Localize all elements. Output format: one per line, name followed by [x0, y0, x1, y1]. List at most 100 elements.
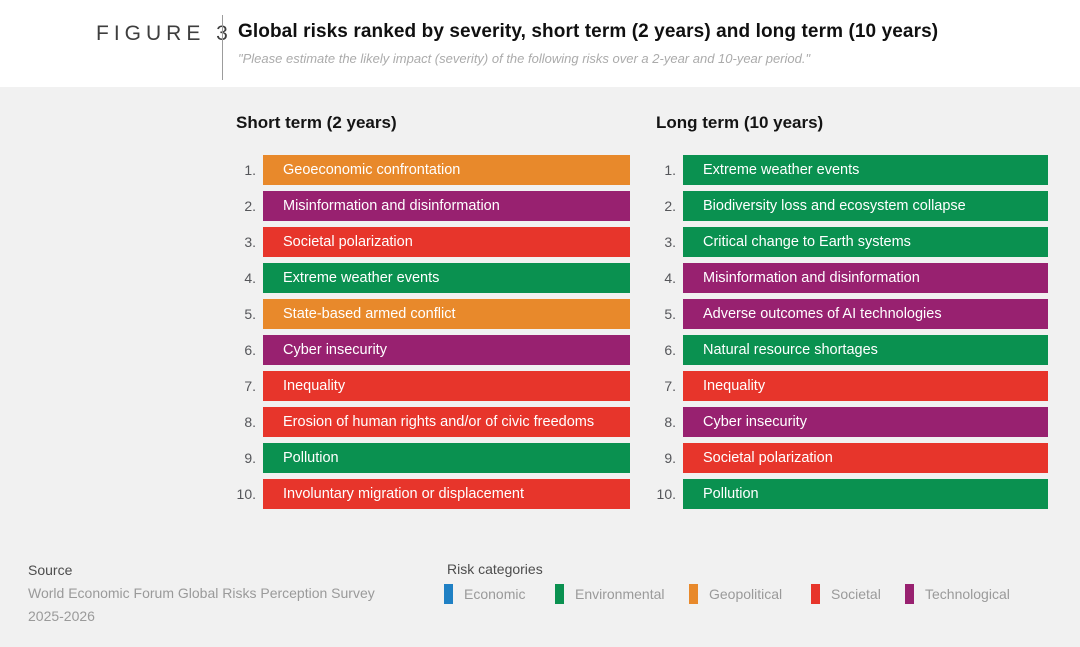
risk-label: Pollution — [703, 486, 759, 502]
economic-swatch-icon — [444, 584, 453, 604]
risk-label: Extreme weather events — [703, 162, 860, 178]
rank-number: 3. — [664, 234, 676, 250]
rank-number: 5. — [664, 306, 676, 322]
rank-number: 7. — [244, 378, 256, 394]
risk-bar: Pollution — [683, 479, 1048, 509]
figure-header: FIGURE 3 Global risks ranked by severity… — [0, 0, 1080, 87]
environmental-swatch-icon — [555, 584, 564, 604]
risk-label: Pollution — [283, 450, 339, 466]
rank-number: 7. — [664, 378, 676, 394]
long-term-list: 1. Extreme weather events 2. Biodiversit… — [640, 155, 1052, 509]
risk-bar: Inequality — [263, 371, 630, 401]
figure-number-label: FIGURE 3 — [96, 22, 233, 45]
rank-number: 4. — [664, 270, 676, 286]
risk-bar: Erosion of human rights and/or of civic … — [263, 407, 630, 437]
technological-swatch-icon — [905, 584, 914, 604]
risk-row: 6. Cyber insecurity — [220, 335, 632, 365]
risk-row: 2. Misinformation and disinformation — [220, 191, 632, 221]
header-divider — [222, 15, 223, 80]
legend-item-environmental: Environmental — [555, 584, 665, 604]
risk-label: Extreme weather events — [283, 270, 440, 286]
rank-number: 4. — [244, 270, 256, 286]
risk-row: 9. Pollution — [220, 443, 632, 473]
risk-row: 5. Adverse outcomes of AI technologies — [640, 299, 1052, 329]
rank-number: 1. — [244, 162, 256, 178]
figure-title: Global risks ranked by severity, short t… — [238, 21, 939, 42]
legend-item-technological: Technological — [905, 584, 1010, 604]
long-term-column: Long term (10 years) 1. Extreme weather … — [640, 113, 1052, 515]
risk-bar: Misinformation and disinformation — [263, 191, 630, 221]
risk-row: 8. Erosion of human rights and/or of civ… — [220, 407, 632, 437]
rank-number: 9. — [244, 450, 256, 466]
rank-number: 6. — [244, 342, 256, 358]
legend-label: Geopolitical — [709, 586, 783, 602]
societal-swatch-icon — [811, 584, 820, 604]
rank-number: 3. — [244, 234, 256, 250]
risk-bar: Cyber insecurity — [683, 407, 1048, 437]
risk-label: Natural resource shortages — [703, 342, 878, 358]
risk-row: 7. Inequality — [220, 371, 632, 401]
figure-subtitle: "Please estimate the likely impact (seve… — [238, 51, 811, 66]
risk-bar: Extreme weather events — [683, 155, 1048, 185]
risk-label: Biodiversity loss and ecosystem collapse — [703, 198, 966, 214]
rank-number: 8. — [244, 414, 256, 430]
risk-label: Geoeconomic confrontation — [283, 162, 461, 178]
risk-label: Adverse outcomes of AI technologies — [703, 306, 942, 322]
risk-label: Misinformation and disinformation — [283, 198, 500, 214]
risk-label: Societal polarization — [703, 450, 833, 466]
source-heading: Source — [28, 562, 73, 578]
risk-row: 6. Natural resource shortages — [640, 335, 1052, 365]
risk-label: Critical change to Earth systems — [703, 234, 911, 250]
risk-row: 5. State-based armed conflict — [220, 299, 632, 329]
rank-number: 1. — [664, 162, 676, 178]
risk-bar: Biodiversity loss and ecosystem collapse — [683, 191, 1048, 221]
risk-bar: Involuntary migration or displacement — [263, 479, 630, 509]
risk-bar: Societal polarization — [263, 227, 630, 257]
source-block: Source World Economic Forum Global Risks… — [28, 559, 375, 628]
risk-row: 2. Biodiversity loss and ecosystem colla… — [640, 191, 1052, 221]
risk-row: 3. Critical change to Earth systems — [640, 227, 1052, 257]
risk-row: 10. Involuntary migration or displacemen… — [220, 479, 632, 509]
legend-label: Technological — [925, 586, 1010, 602]
rank-number: 8. — [664, 414, 676, 430]
risk-row: 9. Societal polarization — [640, 443, 1052, 473]
risk-label: Cyber insecurity — [703, 414, 807, 430]
risk-bar: Inequality — [683, 371, 1048, 401]
risk-row: 8. Cyber insecurity — [640, 407, 1052, 437]
risk-bar: Cyber insecurity — [263, 335, 630, 365]
rank-number: 6. — [664, 342, 676, 358]
risk-row: 1. Extreme weather events — [640, 155, 1052, 185]
legend-item-geopolitical: Geopolitical — [689, 584, 782, 604]
risk-label: Erosion of human rights and/or of civic … — [283, 414, 595, 430]
risk-bar: State-based armed conflict — [263, 299, 630, 329]
risk-bar: Pollution — [263, 443, 630, 473]
risk-bar: Misinformation and disinformation — [683, 263, 1048, 293]
source-line: World Economic Forum Global Risks Percep… — [28, 585, 375, 601]
legend-label: Economic — [464, 586, 526, 602]
risk-bar: Critical change to Earth systems — [683, 227, 1048, 257]
legend-heading: Risk categories — [447, 561, 543, 577]
risk-label: Societal polarization — [283, 234, 413, 250]
risk-label: Misinformation and disinformation — [703, 270, 920, 286]
legend-label: Environmental — [575, 586, 665, 602]
risk-row: 3. Societal polarization — [220, 227, 632, 257]
risk-row: 1. Geoeconomic confrontation — [220, 155, 632, 185]
risk-bar: Adverse outcomes of AI technologies — [683, 299, 1048, 329]
risk-label: Inequality — [283, 378, 346, 394]
risk-bar: Natural resource shortages — [683, 335, 1048, 365]
legend-item-economic: Economic — [444, 584, 525, 604]
risk-label: State-based armed conflict — [283, 306, 456, 322]
rank-number: 2. — [244, 198, 256, 214]
short-term-list: 1. Geoeconomic confrontation 2. Misinfor… — [220, 155, 632, 509]
rank-number: 10. — [656, 486, 676, 502]
geopolitical-swatch-icon — [689, 584, 698, 604]
short-term-column: Short term (2 years) 1. Geoeconomic conf… — [220, 113, 632, 515]
rank-number: 9. — [664, 450, 676, 466]
legend-item-societal: Societal — [811, 584, 881, 604]
risk-bar: Extreme weather events — [263, 263, 630, 293]
long-term-heading: Long term (10 years) — [656, 113, 824, 132]
rank-number: 2. — [664, 198, 676, 214]
source-line: 2025-2026 — [28, 608, 95, 624]
risk-row: 7. Inequality — [640, 371, 1052, 401]
risk-label: Involuntary migration or displacement — [283, 486, 524, 502]
